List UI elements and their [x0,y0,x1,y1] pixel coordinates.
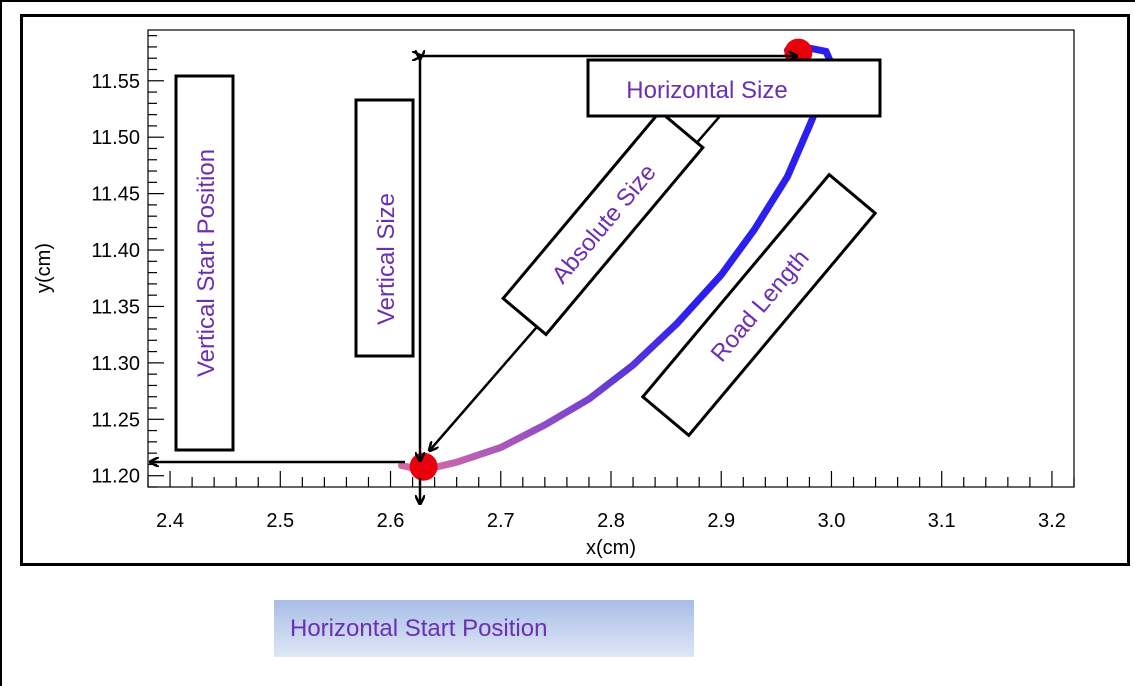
horizontal-start-position-banner: Horizontal Start Position [274,600,694,657]
x-tick-label: 2.9 [707,510,735,532]
label-absolute-size: Absolute Size [501,109,705,337]
y-tick-label: 11.20 [91,466,140,488]
x-tick-label: 2.4 [156,510,184,532]
page-top-rule [0,0,1135,2]
svg-text:Horizontal Size: Horizontal Size [626,77,787,104]
y-tick-label: 11.25 [91,409,140,431]
label-road-length: Road Length [640,172,878,438]
x-axis-label: x(cm) [586,537,636,559]
x-tick-label: 2.6 [377,510,405,532]
x-tick-label: 2.8 [597,510,625,532]
y-tick-label: 11.35 [91,296,140,318]
svg-text:Vertical Start Position: Vertical Start Position [193,149,220,377]
x-axis-ticks: 2.4 2.5 2.6 2.7 2.8 2.9 3.0 3.1 3.2 [147,471,1075,532]
banner-label: Horizontal Start Position [290,614,548,642]
y-tick-label: 11.55 [91,71,140,93]
label-vertical-size: Vertical Size [354,98,415,358]
trajectory-line [398,44,836,474]
x-tick-label: 2.7 [487,510,515,532]
annotation-arrows [151,56,796,503]
y-tick-label: 11.45 [91,184,140,206]
page-left-rule [0,0,2,686]
x-tick-label: 3.2 [1038,510,1066,532]
y-axis-label: y(cm) [33,243,55,293]
label-vertical-start-position: Vertical Start Position [174,74,235,452]
x-tick-label: 3.1 [928,510,956,532]
y-tick-label: 11.30 [91,353,140,375]
x-tick-label: 3.0 [818,510,846,532]
start-point-marker [409,452,438,481]
y-tick-label: 11.40 [91,240,140,262]
x-tick-label: 2.5 [266,510,294,532]
y-axis-ticks: 11.20 11.25 11.30 11.35 11.40 11.45 11.50 11.55 [91,35,164,488]
label-horizontal-size: Horizontal Size [586,58,882,118]
svg-text:Vertical Size: Vertical Size [373,193,400,325]
y-tick-label: 11.50 [91,127,140,149]
